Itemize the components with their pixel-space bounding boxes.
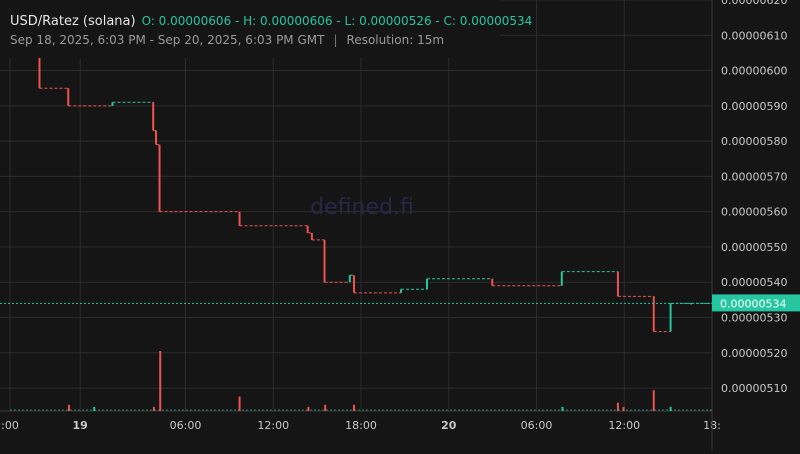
candle-body [352, 275, 355, 293]
time-tick-label: 06:00 [170, 419, 202, 432]
price-tick-label: 0.00000580 [721, 135, 787, 148]
separator: | [333, 33, 338, 47]
volume-bar [159, 351, 162, 411]
price-tick-label: 0.00000520 [721, 347, 787, 360]
price-tick-label: 0.00000570 [721, 170, 787, 183]
candle-body [238, 211, 241, 226]
candle-body [152, 102, 155, 131]
header-background [0, 0, 500, 58]
volume-bar [352, 404, 355, 411]
volume-bar [238, 396, 241, 411]
time-tick-label: 12:00 [608, 419, 640, 432]
last-price-label: 0.00000534 [720, 297, 786, 310]
last-price-tag [712, 294, 800, 312]
watermark: defined.fi [310, 195, 414, 220]
volume-bar [307, 406, 310, 411]
volume-bar [616, 402, 619, 411]
volume-bar [93, 406, 96, 411]
resolution: Resolution: 15m [346, 33, 445, 47]
price-tick-label: 0.00000510 [721, 382, 787, 395]
candle-body [306, 225, 309, 233]
price-tick-label: 0.00000530 [721, 312, 787, 325]
price-tick-label: 0.00000610 [721, 29, 787, 42]
candle-body [155, 130, 158, 145]
candle-body [38, 49, 41, 89]
time-tick-label: :00 [1, 419, 19, 432]
candle-body [348, 275, 351, 283]
date-range: Sep 18, 2025, 6:03 PM - Sep 20, 2025, 6:… [10, 33, 325, 47]
pair-title: USD/Ratez (solana) [10, 14, 136, 29]
candle-body [669, 303, 672, 332]
time-tick-label: 19 [73, 419, 88, 432]
time-tick-label: 12:00 [257, 419, 289, 432]
price-tick-label: 0.00000560 [721, 206, 787, 219]
price-tick-label: 0.00000550 [721, 241, 787, 254]
candle-body [310, 232, 313, 240]
volume-bar [67, 404, 70, 411]
time-tick-label: 18:00 [345, 419, 377, 432]
candle-body [400, 289, 403, 293]
price-tick-label: 0.00000590 [721, 100, 787, 113]
volume-bar [561, 406, 564, 411]
candle-body [652, 296, 655, 332]
ohlc-readout: O: 0.00000606 - H: 0.00000606 - L: 0.000… [141, 14, 533, 28]
time-tick-label: 20 [441, 419, 457, 432]
candle-body [425, 278, 428, 290]
chart-header: USD/Ratez (solana) O: 0.00000606 - H: 0.0… [10, 10, 532, 29]
volume-bar [622, 406, 625, 411]
candle-body [158, 144, 161, 212]
chart-subheader: Sep 18, 2025, 6:03 PM - Sep 20, 2025, 6:… [10, 33, 444, 47]
volume-bar [669, 406, 672, 411]
candle-body [616, 271, 619, 297]
volume-bar [152, 406, 155, 411]
price-tick-label: 0.00000540 [721, 276, 787, 289]
time-tick-label: 06:00 [521, 419, 553, 432]
candle-body [491, 278, 494, 286]
volume-bar [652, 390, 655, 411]
price-tick-label: 0.00000600 [721, 65, 787, 78]
volume-bar [324, 404, 327, 411]
candle-body [67, 88, 70, 106]
price-tick-label: 0.00000620 [721, 0, 787, 7]
candle-body [560, 271, 563, 286]
candle-body [111, 102, 114, 106]
candle-body [323, 239, 326, 283]
